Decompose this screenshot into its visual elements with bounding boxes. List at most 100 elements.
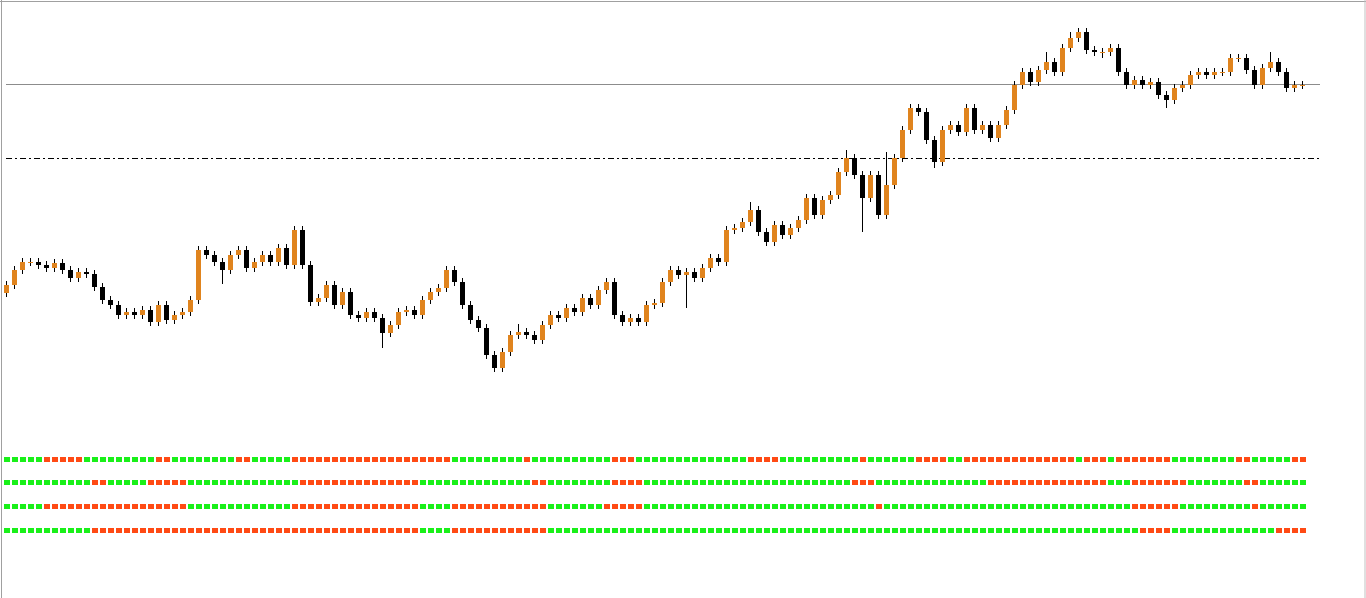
signal-dot <box>636 504 642 509</box>
signal-dot <box>812 528 818 533</box>
candle-body <box>164 305 169 320</box>
signal-dot <box>44 480 50 485</box>
signal-dot <box>20 480 26 485</box>
signal-dot <box>740 457 746 462</box>
signal-dot <box>692 504 698 509</box>
signal-dot <box>1004 528 1010 533</box>
candle-body <box>988 125 993 138</box>
signal-dot <box>868 528 874 533</box>
signal-dot <box>956 457 962 462</box>
signal-dot <box>276 480 282 485</box>
signal-dot <box>228 457 234 462</box>
signal-dot <box>540 504 546 509</box>
signal-dot <box>1092 457 1098 462</box>
signal-dot <box>940 457 946 462</box>
candle-body <box>516 332 521 335</box>
signal-dot <box>548 504 554 509</box>
signal-dot <box>532 528 538 533</box>
candle-body <box>908 108 913 130</box>
signal-dot <box>28 480 34 485</box>
signal-dot <box>364 480 370 485</box>
candle-body <box>1260 68 1265 85</box>
signal-dot <box>1076 457 1082 462</box>
signal-dot <box>340 457 346 462</box>
candle-body <box>292 230 297 265</box>
signal-dot <box>380 504 386 509</box>
signal-dot <box>988 504 994 509</box>
signal-dot <box>284 480 290 485</box>
signal-dot <box>588 457 594 462</box>
signal-dot <box>516 528 522 533</box>
candle-body <box>228 255 233 270</box>
candle-body <box>284 248 289 265</box>
signal-dot <box>1260 528 1266 533</box>
candle-body <box>332 285 337 305</box>
signal-dot <box>756 504 762 509</box>
signal-dot <box>292 504 298 509</box>
signal-dot <box>604 528 610 533</box>
signal-dot <box>1188 504 1194 509</box>
candle-body <box>780 225 785 235</box>
signal-dot <box>548 457 554 462</box>
signal-dot <box>756 528 762 533</box>
signal-dot <box>436 480 442 485</box>
signal-dot <box>1044 457 1050 462</box>
signal-dot <box>1148 480 1154 485</box>
signal-dot <box>1124 528 1130 533</box>
candle-body <box>212 255 217 262</box>
candle-body <box>1236 58 1241 59</box>
signal-dot <box>1220 457 1226 462</box>
signal-dot <box>764 457 770 462</box>
signal-dot <box>1196 457 1202 462</box>
signal-dot <box>260 528 266 533</box>
signal-dot <box>372 504 378 509</box>
signal-dot <box>1284 480 1290 485</box>
signal-dot <box>44 504 50 509</box>
signal-dot <box>1292 457 1298 462</box>
signal-dot <box>1204 457 1210 462</box>
signal-dot <box>1300 457 1306 462</box>
signal-dot <box>460 457 466 462</box>
signal-dot <box>596 504 602 509</box>
signal-dot <box>1020 480 1026 485</box>
signal-dot <box>148 504 154 509</box>
signal-dot <box>1060 457 1066 462</box>
signal-dot <box>204 457 210 462</box>
signal-dot <box>668 504 674 509</box>
signal-dot <box>188 480 194 485</box>
signal-dot <box>996 457 1002 462</box>
signal-dot <box>836 480 842 485</box>
signal-dot <box>76 457 82 462</box>
signal-dot <box>228 504 234 509</box>
candle-body <box>428 292 433 300</box>
signal-dot <box>1124 457 1130 462</box>
signal-dot <box>292 528 298 533</box>
signal-dot <box>508 528 514 533</box>
candle-body <box>124 312 129 315</box>
signal-dot <box>420 480 426 485</box>
candle-body <box>1188 75 1193 85</box>
signal-dot <box>964 504 970 509</box>
signal-dot <box>884 480 890 485</box>
signal-dot <box>1124 504 1130 509</box>
signal-dot <box>1252 528 1258 533</box>
signal-dot <box>444 480 450 485</box>
signal-dot <box>116 480 122 485</box>
signal-dot <box>1020 528 1026 533</box>
signal-dot <box>500 528 506 533</box>
signal-dot <box>300 528 306 533</box>
signal-dot <box>164 504 170 509</box>
signal-dot <box>412 528 418 533</box>
signal-dot <box>668 457 674 462</box>
signal-dot <box>740 504 746 509</box>
signal-dot <box>76 528 82 533</box>
signal-dot <box>268 480 274 485</box>
candle-body <box>964 108 969 132</box>
signal-dot <box>1284 457 1290 462</box>
candle-body <box>972 108 977 130</box>
candle-body <box>660 282 665 303</box>
signal-dot <box>1060 480 1066 485</box>
signal-dot <box>1300 528 1306 533</box>
signal-dot <box>980 504 986 509</box>
candle-body <box>132 312 137 315</box>
